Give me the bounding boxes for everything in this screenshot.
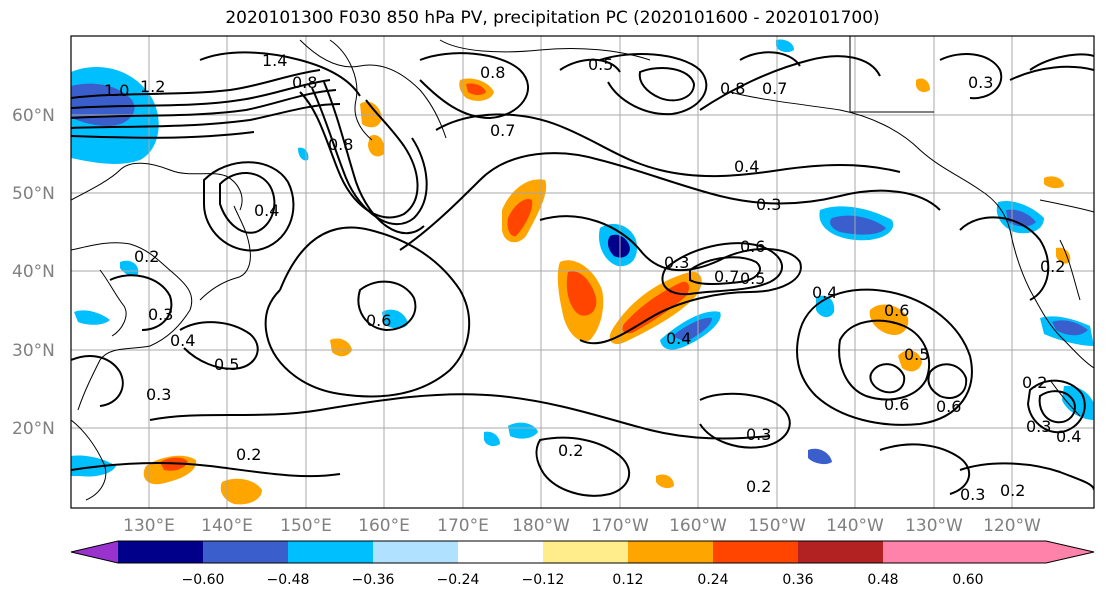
contour-label: 0.5 [214, 355, 239, 374]
colorbar: −0.60 −0.48 −0.36 −0.24 −0.12 0.12 0.24 … [70, 540, 1095, 588]
lon-label: 150°E [280, 516, 332, 536]
colorbar-segment [458, 541, 543, 563]
lon-label: 140°W [826, 516, 884, 536]
colorbar-label: 0.24 [697, 572, 728, 588]
coastlines [71, 36, 1094, 501]
contour-label: 0.5 [588, 55, 613, 74]
contour-label: 0.4 [254, 201, 279, 220]
contour-label: 1.0 [104, 81, 129, 100]
colorbar-label: −0.60 [182, 572, 225, 588]
contour-label: 0.2 [236, 445, 261, 464]
colorbar-segment [628, 541, 713, 563]
colorbar-label: −0.24 [437, 572, 480, 588]
contour-label: 1.4 [262, 51, 287, 70]
lat-label: 30°N [12, 341, 55, 361]
contour-label: 0.3 [1026, 417, 1051, 436]
colorbar-segment [713, 541, 798, 563]
lon-label: 170°E [437, 516, 489, 536]
lon-label: 130°E [123, 516, 175, 536]
colorbar-segment [883, 541, 968, 563]
contour-label: 0.3 [746, 425, 771, 444]
contour-label: 0.7 [714, 267, 739, 286]
contour-label: 0.3 [756, 195, 781, 214]
contour-label: 0.6 [936, 397, 961, 416]
contour-label: 0.6 [884, 301, 909, 320]
map-frame [70, 35, 1095, 509]
precip-shading [71, 39, 1094, 505]
contour-label: 0.5 [904, 345, 929, 364]
colorbar-segment [543, 541, 628, 563]
contour-label: 0.5 [740, 269, 765, 288]
colorbar-outline [70, 540, 1095, 564]
contour-label: 0.7 [490, 121, 515, 140]
contour-label: 0.8 [720, 79, 745, 98]
longitude-labels: 130°E 140°E 150°E 160°E 170°E 180°W 170°… [123, 516, 1041, 536]
colorbar-segment [288, 541, 373, 563]
colorbar-segment [118, 541, 203, 563]
contour-label: 0.4 [1056, 427, 1081, 446]
lon-label: 160°E [358, 516, 410, 536]
lon-label: 140°E [201, 516, 253, 536]
contour-label: 0.3 [664, 253, 689, 272]
colorbar-label: 0.48 [867, 572, 898, 588]
contour-label: 0.4 [170, 331, 195, 350]
contour-label: 0.7 [762, 79, 787, 98]
colorbar-segment [798, 541, 883, 563]
lon-label: 150°W [748, 516, 806, 536]
lat-label: 20°N [12, 419, 55, 439]
contour-label: 0.4 [666, 329, 691, 348]
map-panel: 1.4 1.2 0.8 1.0 0.8 0.5 0.8 0.7 0.8 0.7 … [71, 36, 1094, 508]
colorbar-segment [203, 541, 288, 563]
graticule [71, 36, 1094, 508]
lat-label: 40°N [12, 262, 55, 282]
contour-label: 0.8 [480, 63, 505, 82]
pv-contours [71, 51, 1094, 497]
contour-label: 0.2 [1000, 481, 1025, 500]
lon-label: 180°W [512, 516, 570, 536]
contour-labels: 1.4 1.2 0.8 1.0 0.8 0.5 0.8 0.7 0.8 0.7 … [104, 51, 1081, 504]
colorbar-label: 0.12 [612, 572, 643, 588]
contour-label: 0.3 [968, 73, 993, 92]
contour-label: 0.2 [1040, 257, 1065, 276]
contour-label: 0.8 [292, 73, 317, 92]
colorbar-extend-low [71, 541, 118, 563]
contour-label: 0.4 [812, 283, 837, 302]
colorbar-extend-high [968, 541, 1094, 563]
contour-label: 0.2 [1022, 373, 1047, 392]
contour-label: 0.8 [328, 135, 353, 154]
contour-label: 0.2 [558, 441, 583, 460]
lon-label: 130°W [905, 516, 963, 536]
colorbar-label: 0.36 [782, 572, 813, 588]
contour-label: 0.6 [366, 311, 391, 330]
colorbar-label: −0.48 [267, 572, 310, 588]
colorbar-label: −0.36 [352, 572, 395, 588]
contour-label: 0.3 [960, 485, 985, 504]
lat-label: 60°N [12, 106, 55, 126]
contour-label: 0.6 [884, 395, 909, 414]
contour-label: 0.3 [148, 305, 173, 324]
lon-label: 120°W [983, 516, 1041, 536]
contour-label: 0.3 [146, 385, 171, 404]
contour-label: 0.2 [134, 247, 159, 266]
contour-label: 1.2 [140, 77, 165, 96]
colorbar-segment [373, 541, 458, 563]
contour-label: 0.2 [746, 477, 771, 496]
lat-label: 50°N [12, 184, 55, 204]
colorbar-label: 0.60 [952, 572, 983, 588]
lon-label: 170°W [591, 516, 649, 536]
lon-label: 160°W [669, 516, 727, 536]
colorbar-label: −0.12 [522, 572, 565, 588]
map-title: 2020101300 F030 850 hPa PV, precipitatio… [225, 8, 880, 28]
latitude-labels: 60°N 50°N 40°N 30°N 20°N [12, 106, 55, 439]
contour-label: 0.4 [734, 157, 759, 176]
contour-label: 0.6 [740, 237, 765, 256]
